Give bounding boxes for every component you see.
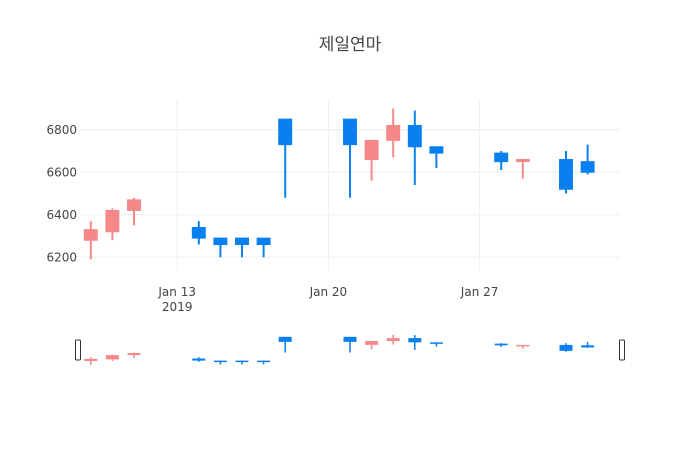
candle-body <box>515 159 530 163</box>
slider-candle-body <box>581 345 595 348</box>
x-tick-label: Jan 27 <box>460 285 499 299</box>
candle <box>343 118 357 198</box>
candle-body <box>127 199 141 211</box>
slider-candle <box>408 335 422 350</box>
slider-candle-body <box>559 344 573 351</box>
candle-body <box>559 159 573 190</box>
slider-candle <box>235 360 249 365</box>
candle <box>429 146 444 168</box>
candle-body <box>191 227 206 239</box>
candle <box>256 237 271 258</box>
slider-right-handle[interactable] <box>619 339 625 361</box>
slider-candle-body <box>84 358 98 362</box>
slider-candle <box>192 357 206 362</box>
candle <box>235 237 249 258</box>
candle-body <box>278 118 293 146</box>
candles <box>83 108 595 260</box>
slider-candle <box>559 343 573 352</box>
slider-candle <box>127 352 141 359</box>
candle <box>364 139 379 181</box>
slider-candle <box>516 344 530 349</box>
candle <box>580 144 595 175</box>
slider-candle <box>365 341 379 350</box>
candle <box>191 221 206 245</box>
candle-body <box>429 146 444 154</box>
slider-candle <box>257 360 271 365</box>
candle-body <box>235 237 249 245</box>
slider-candle-body <box>127 352 141 356</box>
candle-body <box>213 237 228 245</box>
slider-candle <box>494 343 508 348</box>
slider-candle <box>213 360 227 365</box>
candle <box>407 110 422 185</box>
candle-body <box>83 229 98 241</box>
slider-candle-body <box>365 341 379 345</box>
slider-candle-body <box>343 336 357 342</box>
candle <box>386 108 401 158</box>
slider-candle <box>581 341 595 348</box>
slider-candle-body <box>213 360 227 363</box>
range-slider-handles[interactable] <box>75 339 625 361</box>
slider-candle <box>343 336 357 353</box>
x-tick-label: Jan 13 <box>157 285 196 299</box>
slider-candle-body <box>408 338 422 343</box>
y-tick-label: 6800 <box>46 123 77 137</box>
slider-candle-body <box>235 360 249 363</box>
y-tick-label: 6400 <box>46 208 77 222</box>
slider-candle <box>278 336 292 353</box>
slider-candle-body <box>257 360 271 363</box>
y-tick-label: 6600 <box>46 165 77 179</box>
slider-candle <box>84 357 98 365</box>
candle-body <box>386 125 401 141</box>
y-axis: 6200 6400 6600 6800 <box>46 123 77 265</box>
candle-body <box>407 125 422 148</box>
slider-candle-body <box>105 355 119 360</box>
chart-title: 제일연마 <box>319 35 382 55</box>
candle <box>515 159 530 179</box>
slider-candle <box>429 342 443 347</box>
y-tick-label: 6200 <box>46 250 77 264</box>
candle-body <box>364 139 379 160</box>
range-slider-candles <box>84 334 595 365</box>
slider-candle-body <box>429 342 443 344</box>
candle <box>213 237 228 258</box>
candle <box>127 197 141 226</box>
slider-candle-body <box>494 343 508 346</box>
candle <box>494 151 509 171</box>
candle <box>83 221 98 260</box>
candle-body <box>343 118 357 146</box>
x-tick-year-label: 2019 <box>162 300 193 314</box>
x-tick-label: Jan 20 <box>309 285 348 299</box>
candle <box>559 151 573 194</box>
candle-body <box>494 152 509 163</box>
slider-candle-body <box>516 344 530 347</box>
candle <box>105 208 120 241</box>
range-slider[interactable] <box>75 334 625 365</box>
candle-body <box>580 161 595 173</box>
slider-candle <box>386 334 400 345</box>
slider-candle <box>105 354 119 362</box>
slider-left-handle[interactable] <box>75 339 81 361</box>
candle <box>278 118 293 198</box>
candle-body <box>256 237 271 245</box>
slider-candle-body <box>386 338 400 342</box>
slider-candle-body <box>192 358 206 361</box>
slider-candle-body <box>278 336 292 342</box>
candle-body <box>105 210 120 233</box>
